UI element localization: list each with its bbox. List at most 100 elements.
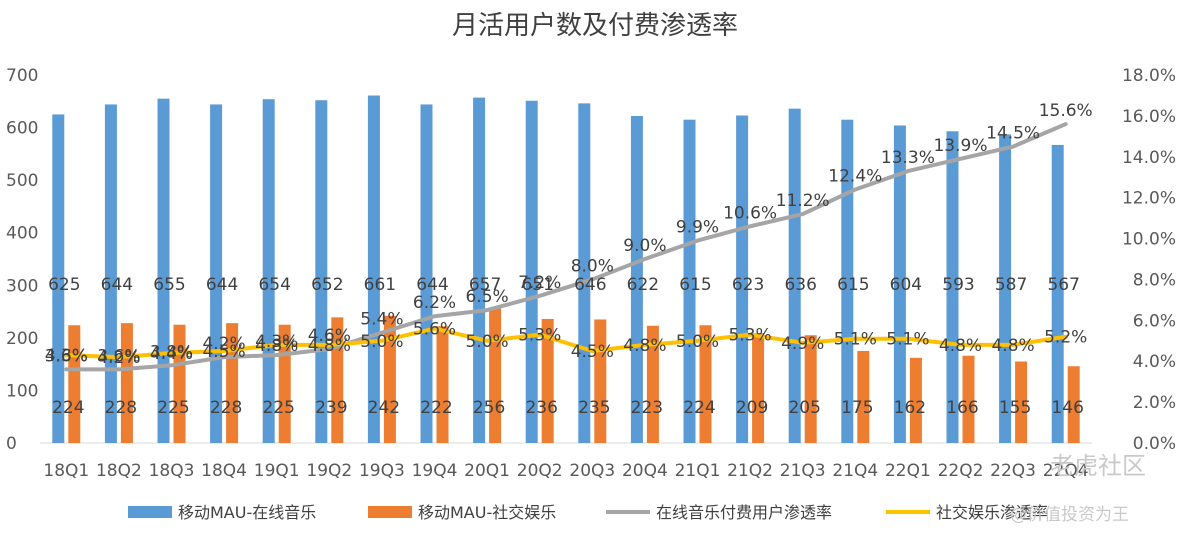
line-label-music-paid: 14.5%	[986, 124, 1040, 144]
bar-label-social-entertainment: 223	[631, 398, 663, 418]
line-label-music-paid: 4.3%	[255, 332, 298, 352]
bar-social-entertainment	[489, 308, 502, 443]
bar-label-online-music: 646	[574, 275, 606, 295]
chart-title: 月活用户数及付费渗透率	[452, 11, 738, 41]
line-label-social: 5.0%	[676, 332, 719, 352]
line-label-music-paid: 11.2%	[776, 191, 830, 211]
bar-social-entertainment	[857, 351, 870, 443]
bar-label-social-entertainment: 225	[157, 398, 189, 418]
bar-social-entertainment	[383, 315, 396, 443]
line-label-music-paid: 3.8%	[150, 342, 193, 362]
bar-social-entertainment	[804, 335, 817, 443]
line-label-social: 4.2%	[97, 348, 140, 368]
legend-swatch	[128, 506, 172, 518]
category-label: 20Q3	[569, 461, 615, 481]
legend-swatch	[368, 506, 412, 518]
bar-social-entertainment	[962, 355, 975, 443]
bar-label-online-music: 615	[679, 275, 711, 295]
legend-label: 移动MAU-在线音乐	[178, 503, 316, 522]
bar-label-social-entertainment: 175	[841, 398, 873, 418]
bar-online-music	[104, 104, 117, 443]
category-label: 22Q1	[885, 461, 931, 481]
category-label: 19Q4	[412, 461, 458, 481]
line-label-social: 4.4%	[150, 344, 193, 364]
bar-label-online-music: 604	[890, 275, 922, 295]
line-label-social: 4.5%	[571, 342, 614, 362]
bar-social-entertainment	[699, 325, 712, 443]
bar-label-online-music: 625	[48, 275, 80, 295]
line-label-social: 5.3%	[518, 326, 561, 346]
category-label: 20Q1	[464, 461, 510, 481]
bar-social-entertainment	[541, 318, 554, 443]
bar-online-music	[315, 100, 328, 443]
bar-label-social-entertainment: 256	[473, 398, 505, 418]
bar-label-social-entertainment: 209	[736, 398, 768, 418]
bar-online-music	[262, 99, 275, 443]
line-label-music-paid: 15.6%	[1039, 101, 1093, 121]
line-label-social: 5.0%	[465, 332, 508, 352]
bar-social-entertainment	[594, 319, 607, 443]
bar-data-labels: 625 224 644 228 655 225 644 228 654 225 652 239 661 2…	[48, 275, 1084, 418]
line-label-social: 4.9%	[781, 334, 824, 354]
bar-online-music	[1051, 144, 1064, 444]
category-label: 18Q2	[96, 461, 142, 481]
bar-online-music	[946, 131, 959, 443]
category-label: 19Q1	[254, 461, 300, 481]
bar-label-online-music: 657	[469, 275, 501, 295]
bar-online-music	[683, 119, 696, 443]
line-label-social: 5.1%	[834, 330, 877, 350]
line-label-music-paid: 8.0%	[571, 256, 614, 276]
bar-social-entertainment	[436, 326, 449, 443]
bar-social-entertainment	[752, 333, 765, 443]
bar-label-social-entertainment: 222	[420, 398, 452, 418]
bar-label-social-entertainment: 242	[368, 398, 400, 418]
category-label: 22Q2	[938, 461, 984, 481]
bar-label-online-music: 644	[416, 275, 448, 295]
bar-social-entertainment	[226, 323, 239, 443]
series-lines	[64, 122, 1068, 372]
category-label: 18Q3	[149, 461, 195, 481]
category-label: 21Q4	[832, 461, 878, 481]
line-label-social: 5.6%	[413, 320, 456, 340]
bar-label-social-entertainment: 239	[315, 398, 347, 418]
right-tick-label: 12.0%	[1122, 189, 1176, 209]
left-tick-label: 400	[6, 224, 38, 244]
bar-label-online-music: 587	[995, 275, 1027, 295]
line-label-music-paid: 7.2%	[518, 273, 561, 293]
line-label-social: 4.3%	[45, 346, 88, 366]
bar-label-online-music: 655	[153, 275, 185, 295]
right-tick-label: 14.0%	[1122, 148, 1176, 168]
line-label-music-paid: 3.6%	[45, 346, 88, 366]
bar-label-social-entertainment: 235	[578, 398, 610, 418]
category-label: 20Q2	[517, 461, 563, 481]
bar-social-entertainment	[646, 325, 659, 443]
bar-online-music	[525, 100, 538, 443]
legend-label: 在线音乐付费用户渗透率	[656, 503, 832, 522]
left-tick-label: 100	[6, 381, 38, 401]
bar-online-music	[999, 134, 1012, 444]
line-label-music-paid: 9.0%	[623, 236, 666, 256]
bar-online-music	[841, 119, 854, 443]
bar-online-music	[578, 103, 591, 443]
bar-label-online-music: 661	[364, 275, 396, 295]
right-tick-label: 18.0%	[1122, 66, 1176, 86]
category-labels: 18Q1 18Q2 18Q3 18Q4 19Q1 19Q2 19Q3 19Q4 20Q1 20Q2…	[43, 461, 1088, 481]
bar-label-online-music: 622	[627, 275, 659, 295]
watermark-author: @价值投资为王	[1010, 505, 1129, 525]
legend-label: 社交娱乐渗透率	[936, 503, 1048, 522]
bar-label-online-music: 652	[311, 275, 343, 295]
watermark-brand: 老虎社区	[1050, 452, 1146, 480]
bar-online-music	[367, 95, 380, 443]
line-label-social: 5.3%	[728, 326, 771, 346]
right-tick-label: 8.0%	[1133, 270, 1176, 290]
right-tick-label: 10.0%	[1122, 230, 1176, 250]
left-tick-label: 600	[6, 119, 38, 139]
bar-label-online-music: 593	[942, 275, 974, 295]
right-tick-label: 0.0%	[1133, 434, 1176, 454]
bar-social-entertainment	[120, 323, 133, 443]
bar-online-music	[52, 114, 65, 443]
line-label-music-paid: 5.4%	[360, 310, 403, 330]
bar-online-music	[420, 104, 433, 443]
category-label: 21Q2	[727, 461, 773, 481]
line-label-social: 4.8%	[308, 336, 351, 356]
